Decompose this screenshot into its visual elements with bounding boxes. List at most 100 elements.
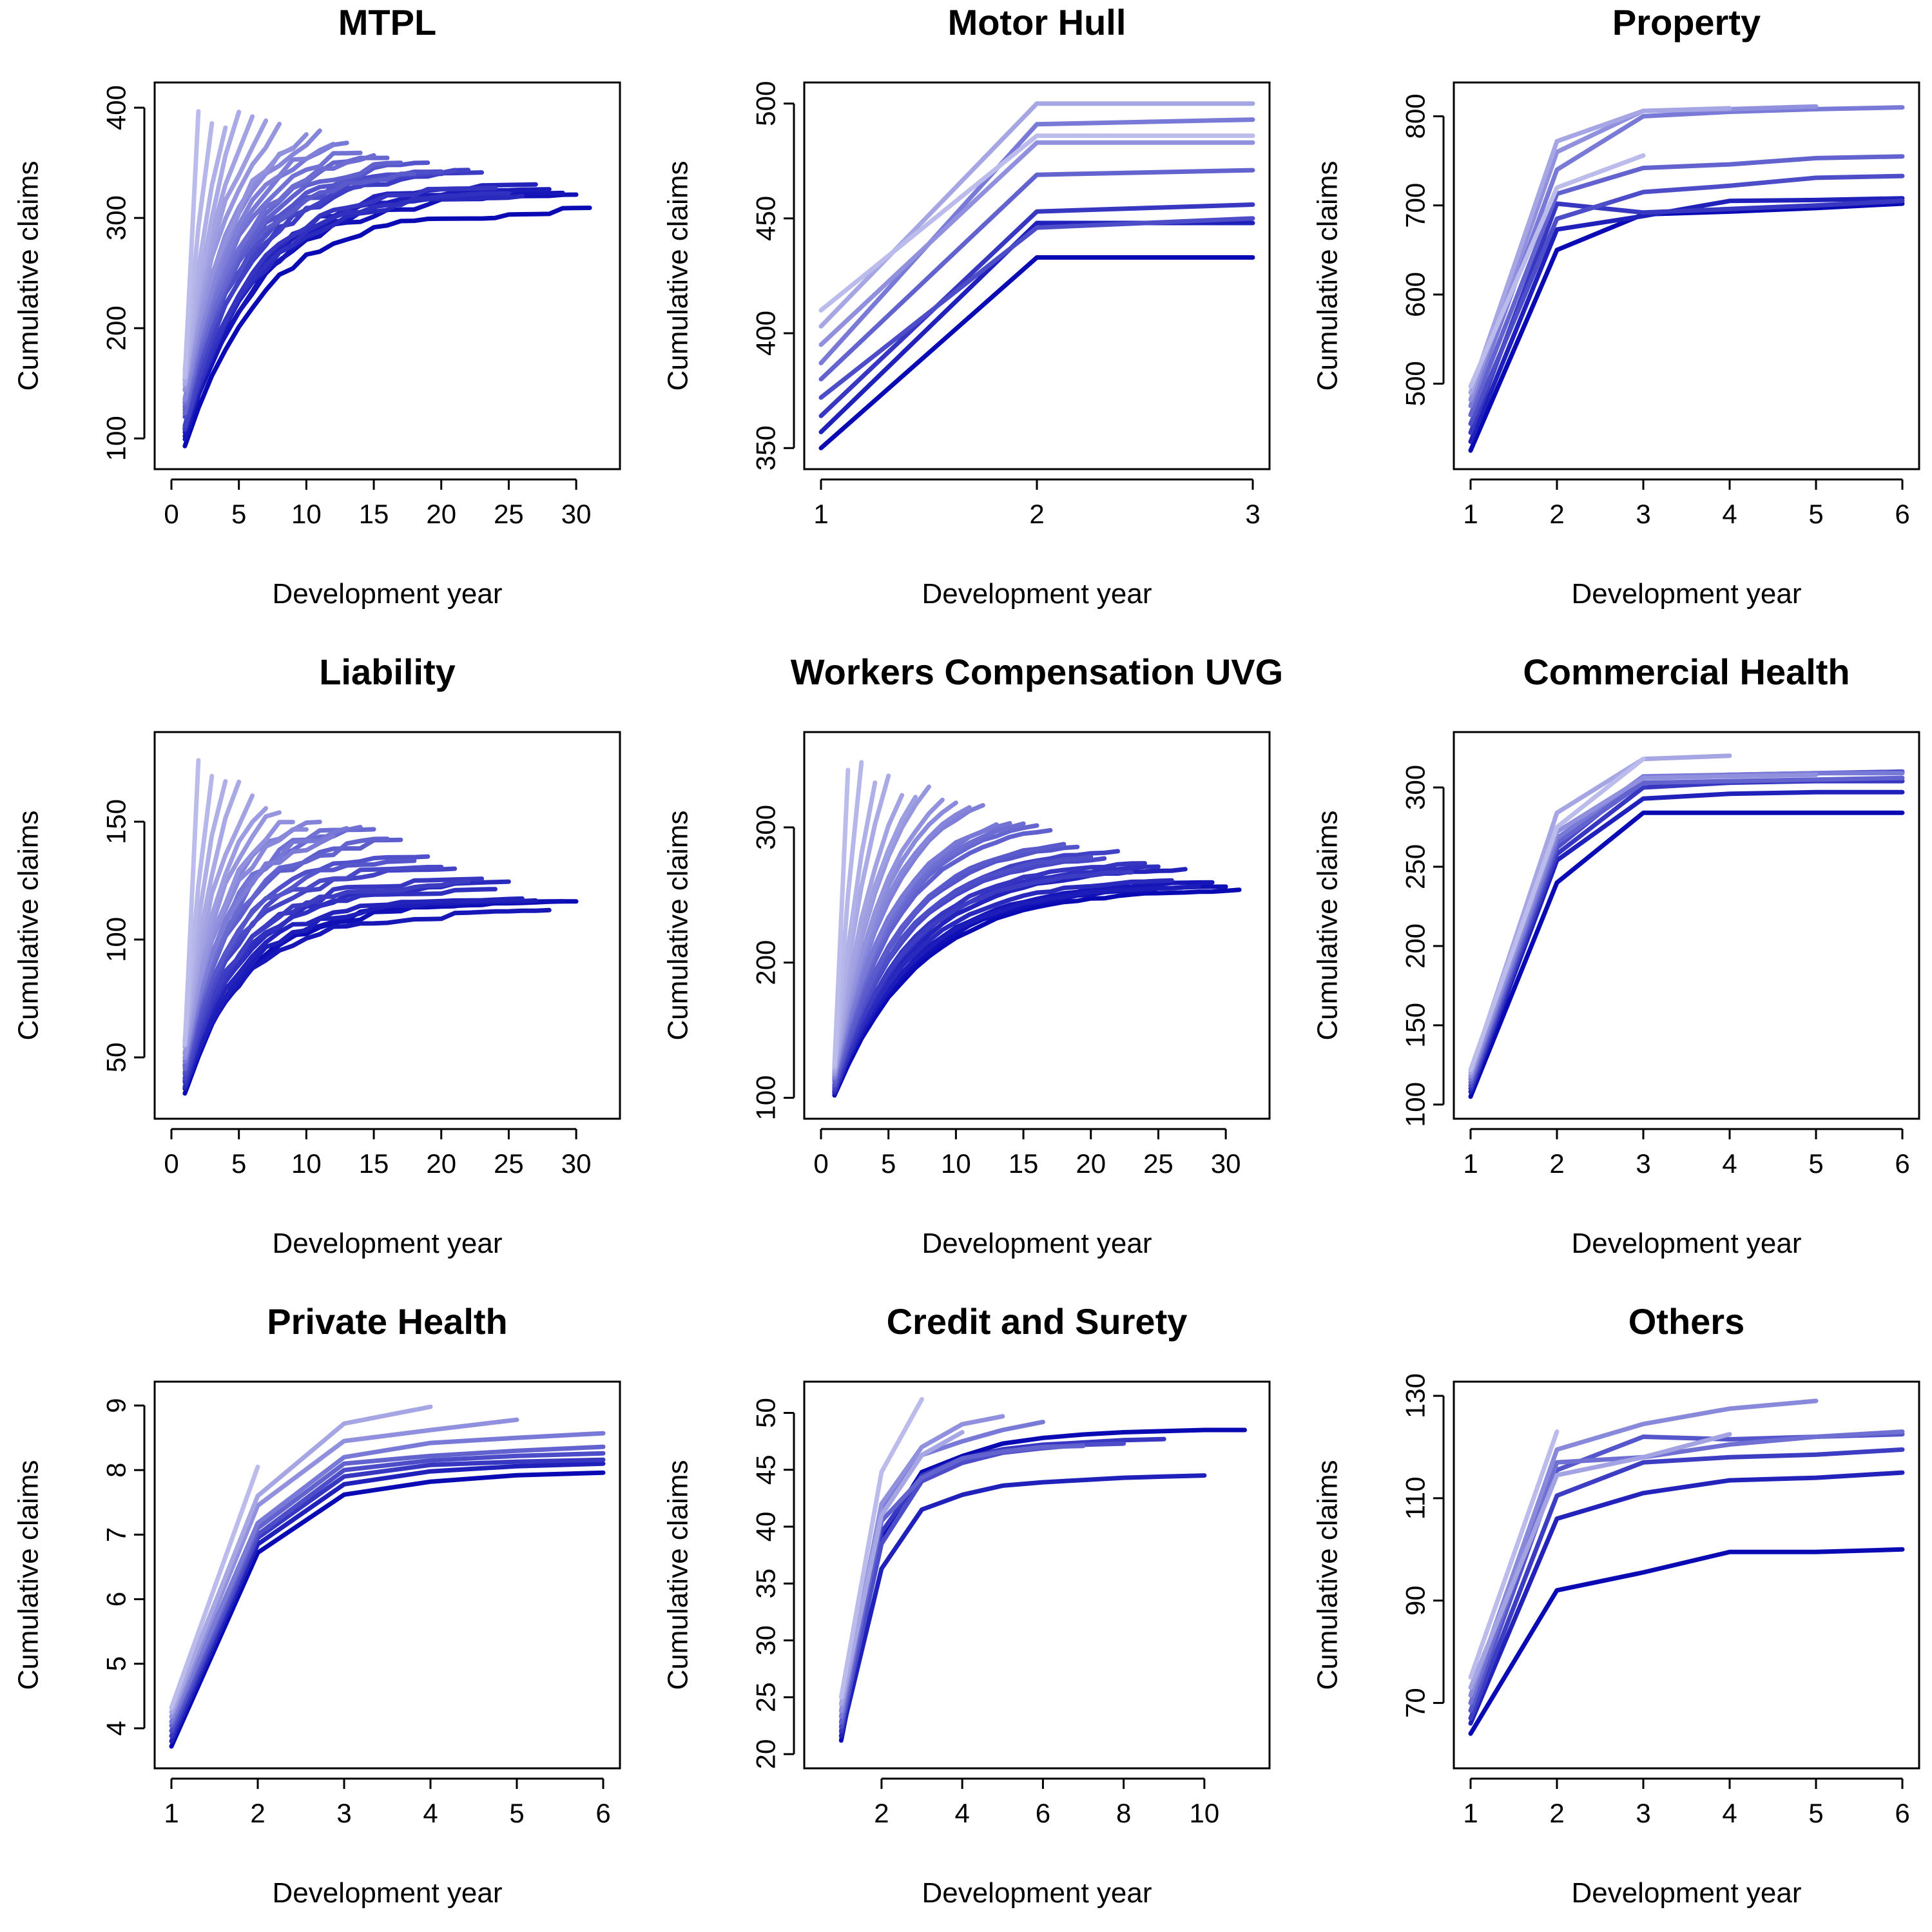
series-line-ay3 (182, 907, 552, 1090)
series-line-ay13 (182, 858, 417, 1068)
series-line-ay4 (1468, 173, 1905, 427)
series-line-ay6 (1468, 105, 1905, 409)
x-tick-label: 8 (1116, 1798, 1131, 1828)
series-line-ay29 (182, 758, 201, 1047)
x-tick-label: 6 (595, 1798, 610, 1828)
x-tick-label: 3 (1636, 499, 1650, 529)
series-line-ay12 (832, 854, 1094, 1088)
series-line-ay9 (838, 1396, 924, 1700)
x-tick-label: 1 (813, 499, 828, 529)
plot-frame (1453, 81, 1920, 470)
series-line-ay30 (182, 109, 201, 379)
series-group (1468, 753, 1905, 1099)
series-line-ay8 (1468, 106, 1732, 395)
x-tick-label: 5 (881, 1148, 896, 1179)
y-tick-label: 100 (101, 917, 131, 962)
panel-3: Liability 0 5 10 15 20 25 30 50 100 150 Development… (13, 652, 621, 1259)
panel-7: Credit and Surety 2 4 6 8 10 20 25 30 35 40 45 50 Dev… (662, 1301, 1271, 1909)
y-tick-label: 90 (1400, 1585, 1431, 1616)
y-axis-title: Cumulative claims (13, 1460, 44, 1690)
panel-2: Property 1 2 3 4 5 6 500 600 700 800 Development ye… (1312, 2, 1920, 610)
series-line-ay23 (182, 146, 295, 392)
x-tick-label: 4 (954, 1798, 969, 1828)
x-tick-label: 20 (426, 1148, 456, 1179)
series-line-ay23 (832, 797, 945, 1077)
series-line-ay1 (818, 255, 1255, 450)
y-tick-label: 45 (751, 1454, 781, 1485)
y-tick-label: 50 (751, 1398, 781, 1428)
plot-frame (153, 1380, 621, 1770)
series-line-ay2 (169, 1461, 606, 1744)
x-tick-label: 3 (1245, 499, 1260, 529)
x-tick-label: 1 (1463, 499, 1478, 529)
panel-8: Others 1 2 3 4 5 6 70 90 110 130 Development year Cu… (1312, 1301, 1920, 1909)
y-tick-label: 30 (751, 1625, 781, 1656)
series-line-ay6 (1468, 1398, 1819, 1698)
x-tick-label: 25 (494, 499, 524, 529)
series-line-ay1 (1468, 1547, 1905, 1736)
y-tick-label: 500 (1400, 361, 1431, 406)
y-tick-label: 200 (1400, 923, 1431, 969)
y-tick-label: 700 (1400, 183, 1431, 228)
x-tick-label: 20 (1076, 1148, 1106, 1179)
x-axis-title: Development year (272, 1877, 502, 1909)
panel-0: MTPL 0 5 10 15 20 25 30 100 200 300 400 Development … (13, 2, 621, 610)
series-line-ay4 (169, 1451, 606, 1734)
plot-frame (803, 731, 1271, 1120)
y-tick-label: 200 (751, 940, 781, 985)
x-tick-label: 4 (1722, 499, 1737, 529)
x-tick-label: 0 (164, 499, 179, 529)
y-tick-label: 4 (101, 1721, 131, 1735)
series-line-ay6 (818, 117, 1255, 365)
series-group (832, 760, 1242, 1098)
series-line-ay9 (832, 870, 1134, 1090)
panel-title: MTPL (338, 2, 436, 43)
series-line-ay6 (1468, 771, 1905, 1082)
panel-title: Workers Compensation UVG (791, 652, 1283, 692)
y-tick-label: 300 (101, 195, 131, 240)
y-tick-label: 250 (1400, 844, 1431, 889)
plot-frame (803, 1380, 1271, 1770)
y-tick-label: 50 (101, 1042, 131, 1072)
y-axis-title: Cumulative claims (1312, 1460, 1344, 1690)
panel-title: Private Health (267, 1301, 508, 1342)
series-line-ay7 (1468, 104, 1819, 402)
series-line-ay1 (182, 206, 592, 449)
series-line-ay7 (1468, 1432, 1732, 1690)
y-tick-label: 150 (1400, 1003, 1431, 1048)
series-line-ay8 (838, 1430, 965, 1706)
x-tick-label: 25 (1143, 1148, 1174, 1179)
y-tick-label: 100 (1400, 1082, 1431, 1127)
series-line-ay18 (182, 150, 363, 405)
panel-1: Motor Hull 1 2 3 350 400 450 500 Development yea… (662, 2, 1271, 610)
y-tick-label: 110 (1400, 1476, 1431, 1520)
y-tick-label: 5 (101, 1656, 131, 1671)
y-tick-label: 100 (101, 416, 131, 461)
y-axis-title: Cumulative claims (1312, 811, 1344, 1041)
x-axis-title: Development year (272, 578, 502, 610)
y-tick-label: 150 (101, 799, 131, 844)
panel-title: Credit and Surety (887, 1301, 1188, 1342)
x-tick-label: 6 (1895, 499, 1909, 529)
x-tick-label: 15 (359, 1148, 389, 1179)
y-axis-title: Cumulative claims (1312, 161, 1344, 391)
x-tick-label: 6 (1895, 1798, 1909, 1828)
y-tick-label: 100 (751, 1075, 781, 1120)
series-line-ay8 (182, 186, 497, 432)
x-tick-label: 5 (1808, 1148, 1823, 1179)
y-tick-label: 70 (1400, 1688, 1431, 1718)
x-axis-title: Development year (1571, 1877, 1801, 1909)
series-line-ay9 (169, 1464, 260, 1710)
plot-frame (803, 81, 1271, 470)
panel-title: Motor Hull (948, 2, 1126, 43)
plot-frame (153, 731, 621, 1120)
panel-6: Private Health 1 2 3 4 5 6 4 5 6 7 8 9 Development ye… (13, 1301, 621, 1909)
panel-title: Property (1612, 2, 1761, 43)
y-tick-label: 6 (101, 1592, 131, 1607)
panel-4: Workers Compensation UVG 0 5 10 15 20 25 30 100 2… (662, 652, 1284, 1259)
series-group (838, 1396, 1247, 1743)
series-line-ay21 (182, 128, 322, 402)
x-axis-title: Development year (272, 1228, 502, 1259)
x-tick-label: 2 (1549, 499, 1564, 529)
x-tick-label: 10 (291, 1148, 322, 1179)
